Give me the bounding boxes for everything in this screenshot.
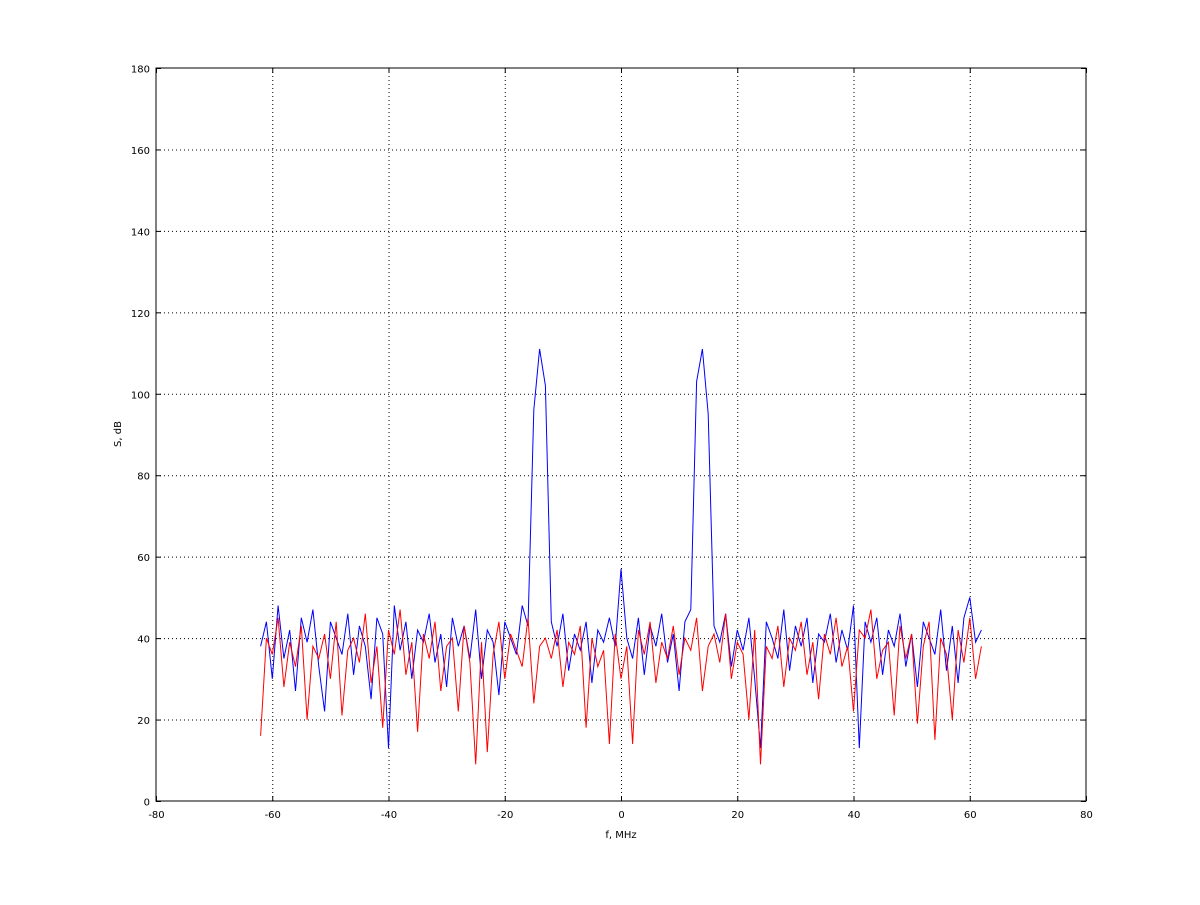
y-tick-label: 0 (144, 798, 150, 809)
ticks: -80 -60 -40 -20 0 20 40 60 80 0 20 40 60 80 100 120 140 1… (131, 65, 1093, 822)
series-line-1 (260, 609, 982, 765)
plot-frame (155, 67, 1087, 802)
y-tick-label: 80 (137, 472, 150, 483)
y-tick-label: 20 (137, 716, 150, 727)
y-tick-label: 160 (131, 146, 150, 157)
x-tick-label: 20 (731, 810, 744, 821)
x-tick-label: 60 (964, 810, 977, 821)
x-tick-label: 0 (618, 810, 624, 821)
series-line-0 (260, 348, 982, 749)
y-tick-label: 180 (131, 65, 150, 76)
x-tick-label: -20 (497, 810, 513, 821)
x-tick-label: 80 (1080, 810, 1093, 821)
y-tick-label: 60 (137, 553, 150, 564)
series-group (260, 348, 982, 765)
x-axis-label: f, MHz (605, 830, 636, 841)
grid (156, 68, 1086, 801)
x-tick-label: -80 (148, 810, 164, 821)
y-tick-label: 140 (131, 227, 150, 238)
x-tick-label: -40 (381, 810, 397, 821)
y-axis-label: S, dB (113, 421, 124, 447)
y-tick-label: 120 (131, 309, 150, 320)
x-tick-label: -60 (265, 810, 281, 821)
x-tick-label: 40 (848, 810, 861, 821)
y-tick-label: 100 (131, 390, 150, 401)
y-tick-label: 40 (137, 635, 150, 646)
